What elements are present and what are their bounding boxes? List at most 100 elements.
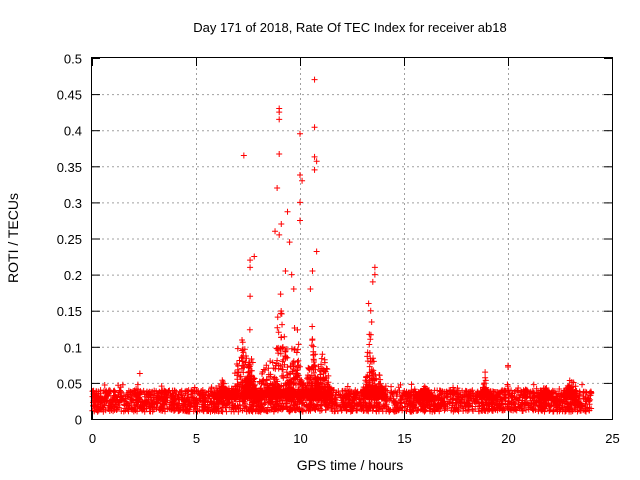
data-point	[478, 407, 485, 414]
data-point	[542, 405, 549, 412]
data-point	[198, 403, 205, 410]
data-point	[269, 387, 276, 394]
data-point	[505, 387, 512, 394]
data-point	[231, 408, 238, 415]
data-point	[247, 264, 254, 271]
data-point	[95, 403, 102, 410]
data-point	[466, 402, 473, 409]
data-point	[313, 402, 320, 409]
data-point	[156, 388, 163, 395]
data-point	[172, 396, 179, 403]
data-point	[278, 310, 285, 317]
y-tick-label: 0.4	[64, 124, 82, 139]
data-point	[303, 401, 310, 408]
data-point	[273, 401, 280, 408]
data-point	[158, 404, 165, 411]
data-point	[185, 399, 192, 406]
data-point	[263, 362, 270, 369]
data-point	[276, 109, 283, 116]
data-point	[272, 365, 279, 372]
data-point	[469, 400, 476, 407]
data-point	[246, 326, 253, 333]
data-point	[418, 406, 425, 413]
data-point	[91, 398, 98, 405]
data-point	[522, 386, 529, 393]
data-point	[461, 394, 468, 401]
data-point	[562, 407, 569, 414]
data-point	[136, 370, 143, 377]
data-point	[344, 392, 351, 399]
data-point	[454, 390, 461, 397]
data-point	[518, 388, 525, 395]
data-point	[213, 385, 220, 392]
data-point	[140, 387, 147, 394]
data-point	[124, 394, 131, 401]
data-point	[483, 401, 490, 408]
data-point	[451, 404, 458, 411]
data-point	[127, 398, 134, 405]
data-point	[277, 310, 284, 317]
data-point	[257, 385, 264, 392]
data-point	[170, 390, 177, 397]
data-point	[124, 400, 131, 407]
data-point	[562, 408, 569, 415]
data-point	[307, 407, 314, 414]
data-point	[376, 372, 383, 379]
data-point	[159, 389, 166, 396]
data-point	[550, 408, 557, 415]
data-point	[335, 391, 342, 398]
data-point	[115, 391, 122, 398]
data-point	[247, 293, 254, 300]
data-point	[405, 390, 412, 397]
x-tick-label: 25	[605, 431, 619, 446]
data-point	[123, 390, 130, 397]
data-point	[204, 407, 211, 414]
data-point	[134, 389, 141, 396]
data-point	[239, 355, 246, 362]
data-point	[272, 228, 279, 235]
data-point	[450, 391, 457, 398]
data-point	[321, 401, 328, 408]
data-point	[246, 363, 253, 370]
data-point	[283, 369, 290, 376]
data-point	[181, 397, 188, 404]
data-point	[274, 314, 281, 321]
data-point	[128, 389, 135, 396]
data-point	[132, 402, 139, 409]
data-point	[312, 362, 318, 369]
data-point	[556, 385, 563, 392]
data-point	[405, 398, 412, 405]
data-point	[530, 390, 537, 397]
y-tick-label: 0.35	[57, 160, 82, 175]
data-point	[266, 398, 273, 405]
data-point	[460, 392, 467, 399]
data-point	[279, 405, 286, 412]
data-point	[275, 329, 282, 336]
data-point	[487, 400, 494, 407]
data-point	[367, 336, 374, 343]
data-point	[289, 368, 296, 375]
data-point	[297, 171, 303, 178]
data-point	[525, 406, 532, 413]
data-point	[245, 386, 252, 393]
data-point	[235, 369, 242, 376]
data-point	[454, 385, 461, 392]
data-point	[120, 392, 127, 399]
data-point	[399, 393, 406, 400]
data-point	[434, 406, 441, 413]
data-point	[136, 395, 143, 402]
data-point	[248, 393, 255, 400]
y-tick-label: 0.25	[57, 232, 82, 247]
data-point	[295, 362, 302, 369]
data-point	[173, 405, 180, 412]
data-point	[359, 403, 366, 410]
data-point	[270, 402, 277, 409]
data-point	[325, 402, 332, 409]
data-point	[290, 387, 297, 394]
data-point	[279, 366, 286, 373]
data-point	[504, 383, 511, 390]
data-point	[147, 408, 154, 415]
data-point	[464, 401, 471, 408]
data-point	[310, 358, 317, 365]
